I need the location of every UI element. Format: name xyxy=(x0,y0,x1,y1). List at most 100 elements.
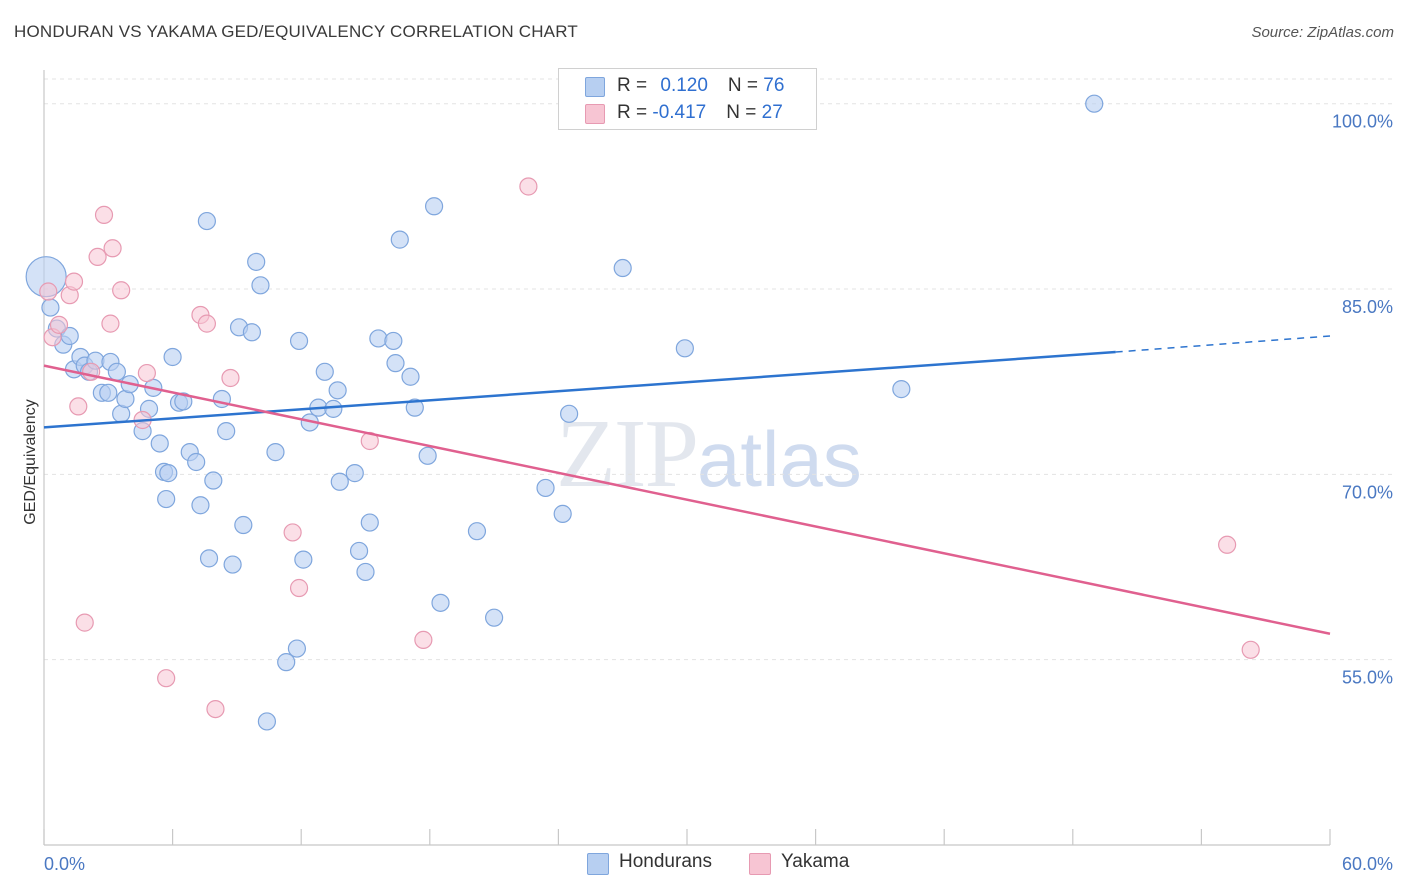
yakama-point xyxy=(103,239,122,258)
honduran-point xyxy=(892,380,911,399)
watermark: ZIPatlas xyxy=(556,398,862,510)
legend-r-value: 0.120 xyxy=(660,75,708,96)
yakama-point xyxy=(1241,640,1260,659)
chart-title: HONDURAN VS YAKAMA GED/EQUIVALENCY CORRE… xyxy=(14,22,578,41)
y-tick-labels: 55.0% 70.0% 85.0% 100.0% xyxy=(1332,112,1393,688)
honduran-point xyxy=(330,472,349,491)
y-tick-label: 70.0% xyxy=(1342,482,1393,502)
y-tick-label: 85.0% xyxy=(1342,297,1393,317)
legend-r-label: R = xyxy=(617,102,653,123)
yakama-point xyxy=(75,613,94,632)
honduran-point xyxy=(187,452,206,472)
honduran-point xyxy=(157,489,176,509)
honduran-point xyxy=(360,513,379,532)
legend-r-value: -0.417 xyxy=(652,102,707,123)
yakama-point xyxy=(519,177,538,196)
honduran-point xyxy=(217,422,236,441)
legend-series: Hondurans Yakama xyxy=(0,851,1406,879)
honduran-point xyxy=(294,550,313,569)
yakama-point xyxy=(112,281,131,300)
honduran-point xyxy=(390,230,409,249)
legend-text-hondurans: R = 0.120 N = 76 xyxy=(617,75,784,97)
yakama-point xyxy=(1218,535,1237,554)
x-ticks xyxy=(43,829,1331,845)
yakama-points xyxy=(39,177,1260,719)
honduran-point xyxy=(431,593,450,612)
honduran-point xyxy=(349,541,369,561)
honduran-point xyxy=(536,478,555,498)
yakama-point xyxy=(49,315,69,334)
honduran-point xyxy=(174,392,193,411)
yakama-point xyxy=(39,282,58,301)
watermark-zip: ZIP xyxy=(556,400,699,508)
honduran-point xyxy=(369,329,388,348)
x-tick-label-min: 0.0% xyxy=(44,854,85,874)
yakama-point xyxy=(101,314,120,333)
honduran-point xyxy=(204,471,223,490)
honduran-point xyxy=(199,549,219,568)
honduran-point xyxy=(315,362,334,381)
legend-n-value: 76 xyxy=(763,75,785,96)
hondurans-points xyxy=(25,93,1104,731)
honduran-point xyxy=(328,381,347,400)
yakama-point xyxy=(157,669,176,688)
yakama-point xyxy=(221,368,240,388)
honduran-point xyxy=(257,712,277,731)
honduran-point xyxy=(41,298,60,317)
yakama-point xyxy=(94,205,114,225)
honduran-point xyxy=(324,399,343,418)
legend-swatch-hondurans xyxy=(585,77,605,97)
y-tick-label: 55.0% xyxy=(1342,668,1393,688)
yakama-trendline xyxy=(43,364,1331,635)
honduran-point xyxy=(553,504,572,523)
honduran-point xyxy=(197,211,216,231)
yakama-point xyxy=(88,247,107,267)
trendlines xyxy=(43,335,1331,635)
honduran-point xyxy=(1085,94,1104,113)
legend-label-yakama: Yakama xyxy=(781,851,850,872)
honduran-point xyxy=(560,404,579,423)
honduran-point xyxy=(234,515,253,535)
honduran-point xyxy=(99,383,118,402)
legend-swatch-yakama xyxy=(749,853,771,875)
y-tick-label: 100.0% xyxy=(1332,112,1393,132)
yakama-point xyxy=(206,699,225,719)
yakama-point xyxy=(137,363,156,383)
honduran-point xyxy=(223,555,242,574)
yakama-point xyxy=(289,578,309,598)
legend-text-yakama: R = -0.417 N = 27 xyxy=(617,102,783,124)
honduran-point xyxy=(247,252,266,271)
honduran-point xyxy=(289,331,309,351)
yakama-point xyxy=(64,272,84,291)
honduran-point xyxy=(675,339,694,358)
honduran-point xyxy=(613,258,632,278)
honduran-point xyxy=(345,464,364,483)
honduran-point xyxy=(150,434,169,453)
legend-label-hondurans: Hondurans xyxy=(619,851,712,872)
legend-stats: R = 0.120 N = 76 R = -0.417 N = 27 xyxy=(558,68,817,130)
watermark-atlas: atlas xyxy=(697,415,862,503)
hondurans-trendline-extension xyxy=(1115,335,1331,353)
honduran-point xyxy=(163,347,182,367)
legend-n-label: N = xyxy=(726,102,762,123)
legend-r-label: R = xyxy=(617,75,653,96)
honduran-point xyxy=(159,464,178,483)
honduran-point xyxy=(277,653,296,672)
honduran-point xyxy=(107,362,126,381)
honduran-point xyxy=(287,639,307,658)
honduran-point xyxy=(405,398,424,417)
legend-n-label: N = xyxy=(727,75,764,96)
yakama-point xyxy=(197,314,216,333)
yakama-point xyxy=(283,523,302,542)
honduran-point xyxy=(242,323,262,342)
honduran-point xyxy=(191,496,210,515)
legend-n-value: 27 xyxy=(761,102,783,123)
honduran-point xyxy=(418,446,437,465)
honduran-point xyxy=(424,197,444,216)
chart-source: Source: ZipAtlas.com xyxy=(1251,24,1394,41)
y-axis-label: GED/Equivalency xyxy=(22,399,39,524)
honduran-point xyxy=(356,562,375,582)
honduran-point xyxy=(401,367,420,386)
honduran-point xyxy=(266,443,285,462)
